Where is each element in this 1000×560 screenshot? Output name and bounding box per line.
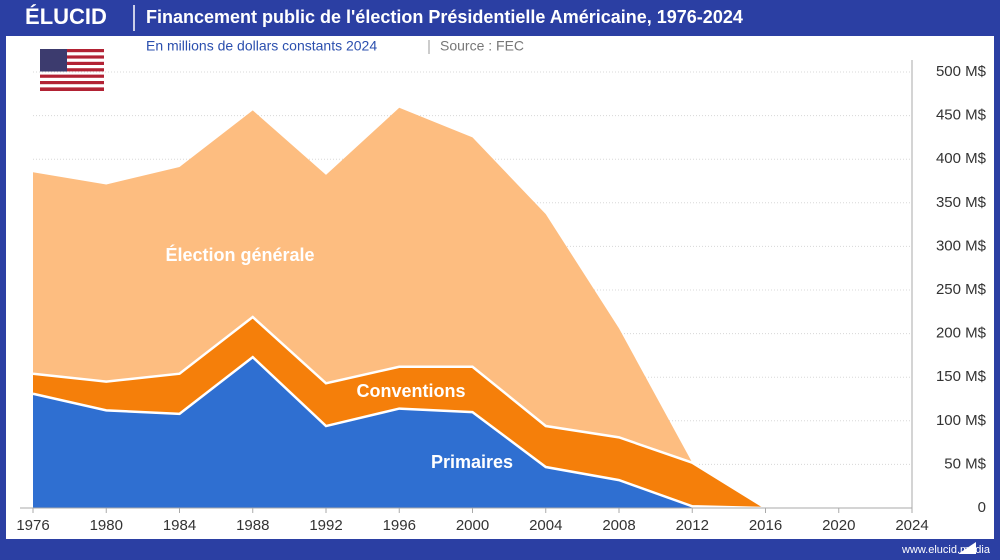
y-tick-label: 100 M$ (936, 412, 987, 429)
plot: 0 50 M$ 100 M$ 150 M$ 200 M$ 250 M$ 300 M$ 350 … (16, 60, 987, 534)
area-edge (32, 355, 766, 510)
y-tick-label: 450 M$ (936, 107, 987, 124)
x-tick-label: 2004 (529, 517, 562, 534)
brand-logo: ÉLUCID (25, 4, 107, 29)
chart-source: Source : FEC (440, 38, 524, 54)
footer-url: www.elucid.media (901, 544, 991, 556)
area-label: Élection générale (165, 244, 314, 265)
y-tick-label: 400 M$ (936, 150, 987, 167)
x-tick-label: 1984 (163, 517, 196, 534)
x-tick-label: 1996 (383, 517, 416, 534)
x-tick-label: 1980 (90, 517, 123, 534)
x-tick-label: 1992 (309, 517, 342, 534)
x-tick-label: 1976 (16, 517, 49, 534)
x-tick-label: 2008 (602, 517, 635, 534)
area-label: Conventions (356, 381, 465, 401)
footer-logo (958, 542, 976, 554)
y-tick-label: 350 M$ (936, 194, 987, 211)
y-tick-label: 250 M$ (936, 281, 987, 298)
x-tick-label: 1988 (236, 517, 269, 534)
us-flag (40, 49, 104, 91)
area (33, 107, 766, 508)
x-tick-label: 2012 (676, 517, 709, 534)
x-tick-label: 2020 (822, 517, 855, 534)
area (33, 317, 766, 508)
y-tick-label: 500 M$ (936, 63, 987, 80)
y-tick-label: 150 M$ (936, 368, 987, 385)
area-label: Primaires (431, 452, 513, 472)
y-tick-label: 0 (978, 499, 986, 516)
y-tick-label: 300 M$ (936, 237, 987, 254)
chart-title: Financement public de l'élection Préside… (146, 7, 743, 27)
area-edge (32, 315, 767, 510)
area (33, 357, 766, 508)
chart-subtitle: En millions de dollars constants 2024 (146, 38, 377, 54)
y-tick-label: 200 M$ (936, 325, 987, 342)
x-tick-label: 2024 (895, 517, 928, 534)
y-tick-label: 50 M$ (944, 455, 986, 472)
x-tick-label: 2016 (749, 517, 782, 534)
x-tick-label: 2000 (456, 517, 489, 534)
